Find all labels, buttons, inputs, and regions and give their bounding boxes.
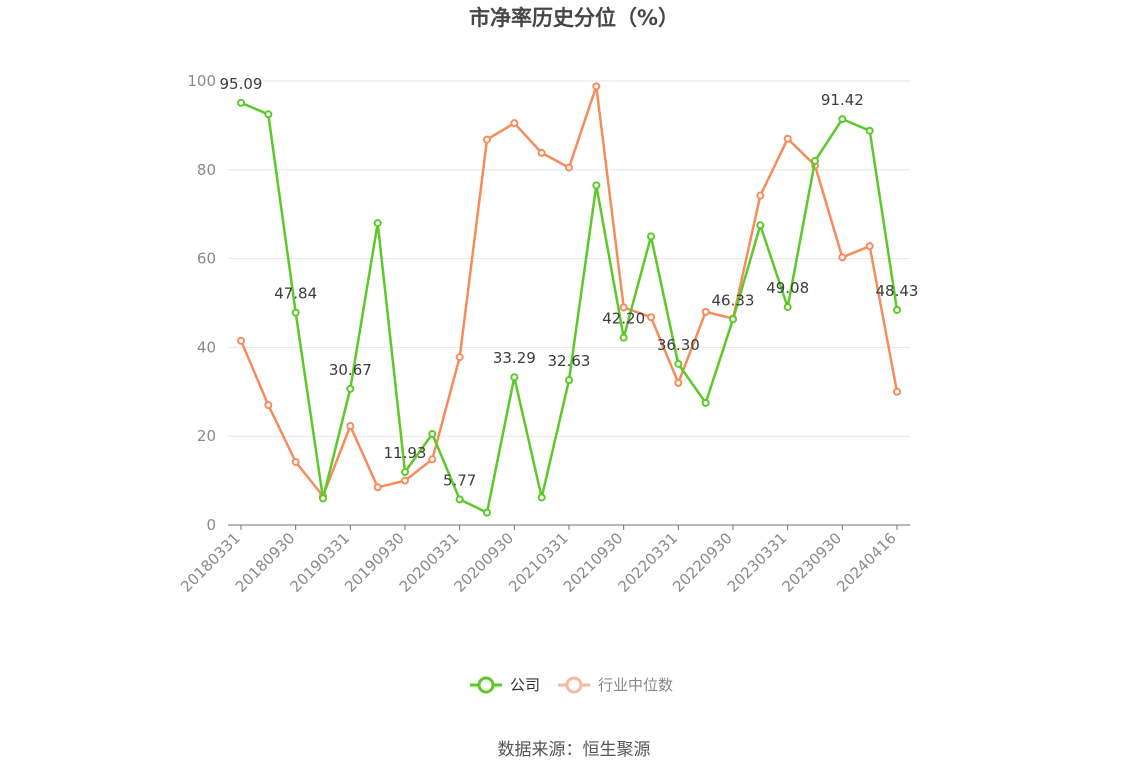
industry-point-20190630 bbox=[373, 483, 382, 492]
company-point-20210930 bbox=[619, 333, 628, 342]
industry-point-20180331 bbox=[237, 336, 245, 345]
industry-point-20180930 bbox=[291, 457, 300, 466]
industry-point-20190930 bbox=[401, 476, 409, 485]
y-tick-label-100: 100 bbox=[187, 72, 216, 90]
company-point-20220331 bbox=[674, 359, 683, 368]
industry-point-20221231 bbox=[756, 191, 765, 200]
company-point-20231231 bbox=[865, 126, 874, 135]
company-point-20200930 bbox=[510, 373, 519, 382]
y-axis: 0 20 40 60 80 100 bbox=[187, 72, 216, 534]
data-label-20210930: 42.20 bbox=[602, 310, 645, 328]
company-point-20180331 bbox=[237, 98, 245, 107]
legend-item-company[interactable]: 公司 bbox=[470, 676, 540, 694]
industry-point-20211231 bbox=[647, 313, 655, 322]
series-layer bbox=[237, 82, 901, 517]
chart-title: 市净率历史分位（%） bbox=[469, 6, 679, 30]
legend-company-marker bbox=[477, 676, 495, 694]
industry-point-20210930 bbox=[619, 303, 628, 312]
industry-point-20201231 bbox=[537, 148, 546, 157]
y-tick-label-80: 80 bbox=[197, 161, 216, 179]
industry-point-20200331 bbox=[455, 353, 464, 362]
data-label-20230930: 91.42 bbox=[821, 91, 864, 109]
x-axis: 2018033120180930201903312019093020200331… bbox=[177, 524, 910, 596]
company-point-20201231 bbox=[537, 493, 546, 502]
industry-point-20220630 bbox=[701, 307, 710, 316]
company-point-20240416 bbox=[893, 305, 901, 314]
legend-company-label: 公司 bbox=[510, 676, 540, 694]
data-label-20220331: 36.30 bbox=[657, 336, 700, 354]
industry-point-20180630 bbox=[264, 401, 273, 410]
y-tick-label-40: 40 bbox=[197, 338, 216, 356]
company-point-20210630 bbox=[592, 181, 601, 190]
company-point-20220930 bbox=[729, 315, 737, 324]
y-tick-label-0: 0 bbox=[206, 516, 216, 534]
company-point-20180630 bbox=[264, 110, 273, 119]
company-point-20190630 bbox=[373, 219, 382, 228]
data-label-20220930: 46.33 bbox=[712, 291, 755, 309]
data-label-20180331: 95.09 bbox=[220, 75, 263, 93]
y-tick-label-20: 20 bbox=[197, 427, 216, 445]
legend-industry-label: 行业中位数 bbox=[598, 676, 673, 694]
company-point-20190930 bbox=[401, 468, 409, 477]
company-point-20181231 bbox=[319, 494, 327, 503]
industry-point-20231231 bbox=[865, 242, 874, 251]
company-point-20200331 bbox=[455, 495, 464, 504]
industry-point-20210630 bbox=[592, 82, 601, 91]
industry-point-20200930 bbox=[510, 119, 519, 128]
series-company bbox=[237, 98, 901, 517]
industry-point-20200630 bbox=[483, 135, 491, 144]
company-point-20210331 bbox=[565, 376, 573, 385]
industry-point-20230930 bbox=[838, 253, 847, 262]
data-label-20240416: 48.43 bbox=[876, 282, 919, 300]
legend-industry-marker bbox=[565, 676, 583, 694]
company-point-20230930 bbox=[838, 115, 847, 124]
y-tick-label-60: 60 bbox=[197, 250, 216, 268]
data-label-20190331: 30.67 bbox=[329, 361, 372, 379]
company-point-20220630 bbox=[701, 398, 710, 407]
company-point-20190331 bbox=[346, 384, 355, 393]
company-point-20221231 bbox=[756, 221, 765, 230]
company-point-20180930 bbox=[291, 308, 300, 317]
grid-lines bbox=[228, 80, 910, 437]
company-point-20191231 bbox=[428, 429, 437, 438]
industry-point-20230331 bbox=[783, 134, 792, 143]
industry-point-20210331 bbox=[565, 163, 573, 172]
industry-point-20190331 bbox=[346, 421, 355, 430]
industry-point-20220331 bbox=[674, 378, 683, 387]
data-label-20200930: 33.29 bbox=[493, 349, 536, 367]
company-point-20230331 bbox=[783, 303, 792, 312]
legend: 公司 行业中位数 bbox=[470, 676, 673, 694]
company-point-20211231 bbox=[647, 232, 655, 241]
company-point-20200630 bbox=[483, 508, 491, 517]
industry-point-20240416 bbox=[893, 387, 901, 396]
data-source-note: 数据来源：恒生聚源 bbox=[498, 740, 651, 760]
data-labels: 95.09 47.84 30.67 11.93 5.77 33.29 32.63 42.20 3… bbox=[220, 75, 919, 490]
data-label-20190930: 11.93 bbox=[384, 444, 427, 462]
data-label-20210331: 32.63 bbox=[548, 352, 591, 370]
x-tick-label-20240416: 20240416 bbox=[833, 529, 900, 596]
data-label-20180930: 47.84 bbox=[274, 285, 317, 303]
legend-item-industry[interactable]: 行业中位数 bbox=[558, 676, 673, 694]
data-label-20200331: 5.77 bbox=[443, 471, 476, 489]
data-label-20230331: 49.08 bbox=[766, 279, 809, 297]
company-point-20230630 bbox=[811, 156, 819, 165]
industry-point-20191231 bbox=[428, 455, 437, 464]
